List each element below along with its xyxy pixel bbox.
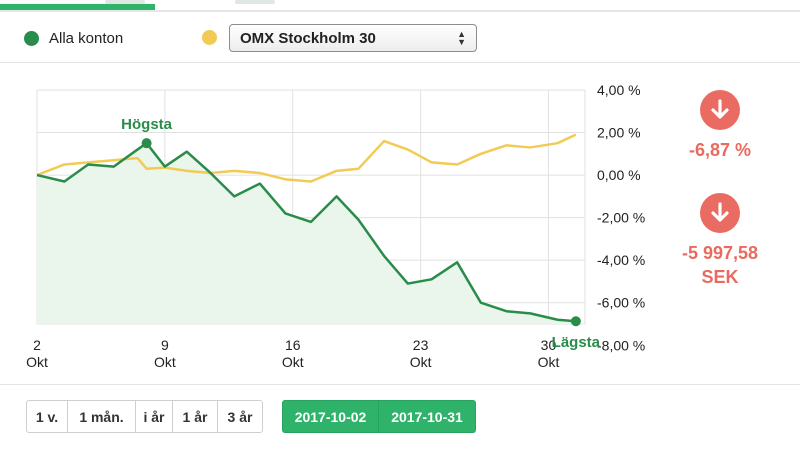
x-tick-label: 9 — [161, 337, 169, 353]
benchmark-select[interactable]: OMX Stockholm 30 ▲ ▼ — [229, 24, 477, 52]
percent-stat: -6,87 % — [680, 90, 760, 162]
series-line-alla-konton — [36, 141, 576, 323]
y-tick-label: -2,00 % — [597, 210, 645, 226]
select-arrows-icon: ▲ ▼ — [457, 29, 466, 47]
amount-currency: SEK — [701, 267, 739, 287]
date-from-button[interactable]: 2017-10-02 — [282, 400, 379, 433]
range-button-1ar[interactable]: 1 år — [172, 400, 218, 433]
range-button-3ar[interactable]: 3 år — [217, 400, 263, 433]
x-tick-label: 2 — [33, 337, 41, 353]
performance-chart: 4,00 % 2,00 % 0,00 % -2,00 % -4,00 % -6,00 % -… — [26, 82, 645, 370]
series-area-alla-konton — [37, 143, 576, 324]
active-tab-indicator[interactable] — [0, 4, 155, 10]
y-tick-label: -6,00 % — [597, 295, 645, 311]
x-tick-label-month: Okt — [26, 354, 48, 370]
series-line-omx — [36, 133, 577, 183]
x-tick-label-month: Okt — [282, 354, 304, 370]
amount-change: -5 997,58 SEK — [665, 241, 775, 289]
tab-label-fragment — [105, 0, 145, 4]
yellow-dot-icon — [202, 30, 217, 45]
range-button-1man[interactable]: 1 mån. — [67, 400, 136, 433]
percent-change: -6,87 % — [688, 140, 752, 160]
annotation-low: Lägsta — [552, 334, 601, 351]
x-tick-label: 23 — [413, 337, 429, 353]
range-buttons: 1 v. 1 mån. i år 1 år 3 år — [26, 400, 263, 433]
benchmark-select-value: OMX Stockholm 30 — [240, 29, 376, 47]
low-point-marker[interactable] — [570, 316, 581, 327]
x-tick-label: 30 — [541, 337, 557, 353]
arrow-down-icon — [700, 193, 740, 233]
amount-value: -5 997,58 — [681, 243, 759, 263]
chart-bottom-divider — [0, 384, 800, 385]
range-button-iar[interactable]: i år — [135, 400, 173, 433]
legend-item-omx — [202, 30, 217, 45]
range-button-1v[interactable]: 1 v. — [26, 400, 68, 433]
high-point-marker[interactable] — [141, 138, 152, 149]
annotation-high: Högsta — [121, 116, 172, 133]
tab-label-fragment — [235, 0, 275, 4]
arrow-down-icon — [700, 90, 740, 130]
y-tick-label: 0,00 % — [597, 167, 641, 183]
amount-stat: -5 997,58 SEK — [665, 193, 775, 289]
y-tick-label: -4,00 % — [597, 252, 645, 268]
date-to-button[interactable]: 2017-10-31 — [378, 400, 476, 433]
y-tick-label: -8,00 % — [597, 337, 645, 353]
x-tick-label-month: Okt — [538, 354, 560, 370]
legend-item-alla-konton[interactable]: Alla konton — [24, 30, 123, 47]
x-tick-label: 16 — [285, 337, 301, 353]
date-range-buttons: 2017-10-02 2017-10-31 — [282, 400, 476, 433]
green-dot-icon — [24, 31, 39, 46]
x-tick-label-month: Okt — [154, 354, 176, 370]
y-tick-label: 2,00 % — [597, 125, 641, 141]
tab-strip — [0, 0, 800, 12]
x-tick-label-month: Okt — [410, 354, 432, 370]
legend-row: Alla konton OMX Stockholm 30 ▲ ▼ — [0, 14, 800, 63]
legend-label: Alla konton — [49, 30, 124, 47]
y-tick-label: 4,00 % — [597, 82, 641, 98]
